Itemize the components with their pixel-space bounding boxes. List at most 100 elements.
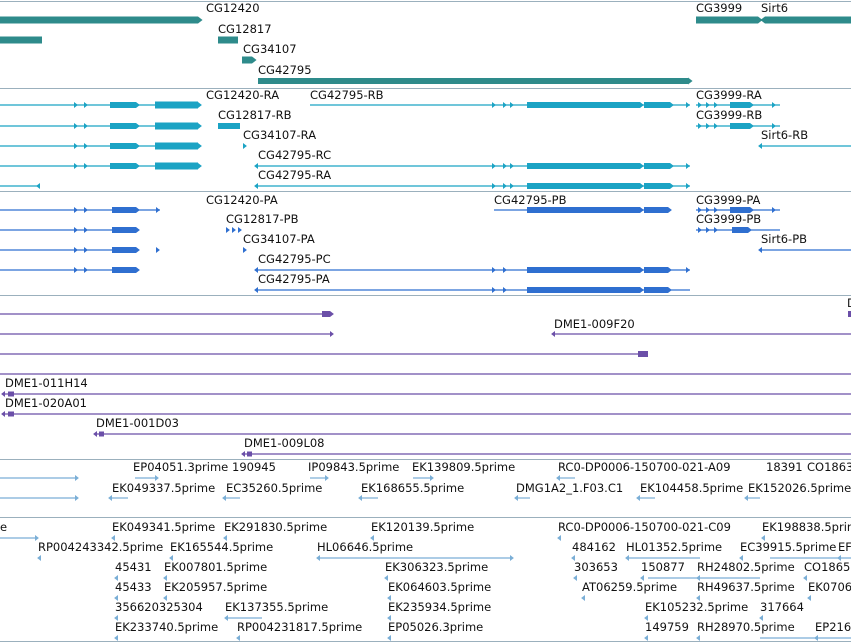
protein-block[interactable] <box>644 287 668 293</box>
gene-feature[interactable] <box>242 56 252 64</box>
est-label[interactable]: EK205957.5prime <box>164 580 267 594</box>
transcript-exon[interactable] <box>110 163 136 169</box>
est-label[interactable]: EK0706 <box>808 580 851 594</box>
gene-feature[interactable] <box>696 16 758 24</box>
est-label[interactable]: 45431 <box>115 560 152 574</box>
transcript-label[interactable]: CG3999-RA <box>696 88 762 102</box>
est-label[interactable]: RH24802.5prime <box>697 560 795 574</box>
transcript-exon[interactable] <box>110 143 136 149</box>
est-label[interactable]: EK152026.5prime <box>748 481 851 495</box>
clone-label[interactable]: DME1-001D03 <box>96 416 179 430</box>
transcript-exon[interactable] <box>110 102 136 108</box>
est-label[interactable]: AT06259.5prime <box>582 580 677 594</box>
gene-feature[interactable] <box>0 16 198 24</box>
transcript-label[interactable]: Sirt6-RB <box>761 128 808 142</box>
protein-block[interactable] <box>527 267 640 273</box>
clone-label[interactable]: DME1-009L08 <box>244 436 325 450</box>
transcript-exon[interactable] <box>644 163 670 169</box>
gene-label[interactable]: CG12420 <box>206 1 260 15</box>
est-label[interactable]: EK165544.5prime <box>170 540 273 554</box>
est-label[interactable]: EK120139.5prime <box>371 520 474 534</box>
transcript-exon[interactable] <box>155 162 198 170</box>
est-label[interactable]: RC0-DP0006-150700-021-A09 <box>558 460 731 474</box>
protein-block[interactable] <box>112 267 136 273</box>
protein-label[interactable]: CG42795-PB <box>494 193 567 207</box>
est-label[interactable]: HL01352.5prime <box>626 540 722 554</box>
feature-block[interactable] <box>732 227 748 233</box>
protein-block[interactable] <box>644 267 668 273</box>
est-label[interactable]: EK235934.5prime <box>388 600 491 614</box>
gene-feature[interactable] <box>218 36 238 44</box>
transcript-label[interactable]: CG12420-RA <box>206 88 279 102</box>
clone-label-partial[interactable]: D <box>847 296 851 310</box>
feature-block[interactable] <box>730 102 750 108</box>
feature-block[interactable] <box>247 451 252 457</box>
protein-label[interactable]: CG3999-PA <box>696 193 761 207</box>
gene-label[interactable]: CG34107 <box>243 42 297 56</box>
est-label[interactable]: 356620325304 <box>115 600 203 614</box>
feature-block[interactable] <box>527 207 640 213</box>
est-label[interactable]: 18391 <box>766 460 803 474</box>
protein-label[interactable]: CG12420-PA <box>206 193 278 207</box>
clone-label[interactable]: DME1-009F20 <box>554 317 635 331</box>
clone-label[interactable]: DME1-011H14 <box>5 376 88 390</box>
est-label[interactable]: RC0-DP0006-150700-021-C09 <box>558 520 731 534</box>
transcript-exon[interactable] <box>155 142 198 150</box>
est-label[interactable]: RH49637.5prime <box>697 580 795 594</box>
est-label[interactable]: IP09843.5prime <box>308 460 399 474</box>
transcript-label[interactable]: CG34107-RA <box>243 128 316 142</box>
protein-block[interactable] <box>112 207 136 213</box>
est-label[interactable]: 190945 <box>232 460 276 474</box>
transcript-exon[interactable] <box>110 123 136 129</box>
protein-block[interactable] <box>527 287 640 293</box>
clone-label[interactable]: DME1-020A01 <box>5 396 87 410</box>
est-label[interactable]: EK104458.5prime <box>640 481 743 495</box>
est-label[interactable]: EP05026.3prime <box>388 620 483 634</box>
est-label[interactable]: e <box>0 520 7 534</box>
feature-block[interactable] <box>848 311 851 317</box>
transcript-exon[interactable] <box>218 123 240 129</box>
feature-block[interactable] <box>644 207 668 213</box>
est-label[interactable]: 303653 <box>574 560 618 574</box>
protein-block[interactable] <box>112 247 136 253</box>
gene-label[interactable]: Sirt6 <box>761 1 788 15</box>
est-label[interactable]: EK168655.5prime <box>361 481 464 495</box>
est-label[interactable]: EK007801.5prime <box>164 560 267 574</box>
est-label[interactable]: EF <box>838 540 851 554</box>
transcript-exon[interactable] <box>155 101 198 109</box>
protein-label[interactable]: CG12817-PB <box>226 212 299 226</box>
protein-block[interactable] <box>112 227 136 233</box>
est-label[interactable]: EK049341.5prime <box>112 520 215 534</box>
est-label[interactable]: EK306323.5prime <box>385 560 488 574</box>
est-label[interactable]: EK137355.5prime <box>225 600 328 614</box>
gene-label[interactable]: CG42795 <box>258 63 312 77</box>
feature-block[interactable] <box>99 431 104 437</box>
transcript-exon[interactable] <box>527 183 640 189</box>
feature-block[interactable] <box>730 123 750 129</box>
gene-feature[interactable] <box>0 36 42 44</box>
feature-block[interactable] <box>527 102 640 108</box>
transcript-label[interactable]: CG42795-RB <box>310 88 384 102</box>
feature-block[interactable] <box>322 311 330 317</box>
est-label[interactable]: 149759 <box>645 620 689 634</box>
est-label[interactable]: EK105232.5prime <box>645 600 748 614</box>
est-label[interactable]: EK291830.5prime <box>224 520 327 534</box>
protein-label[interactable]: Sirt6-PB <box>761 232 807 246</box>
est-label[interactable]: RP004243342.5prime <box>38 540 163 554</box>
transcript-label[interactable]: CG12817-RB <box>218 108 292 122</box>
feature-block[interactable] <box>8 391 14 397</box>
est-label[interactable]: CO1863 <box>807 460 851 474</box>
est-label[interactable]: EK233740.5prime <box>115 620 218 634</box>
feature-block[interactable] <box>644 102 670 108</box>
transcript-exon[interactable] <box>644 183 670 189</box>
gene-feature[interactable] <box>765 16 851 24</box>
est-label[interactable]: CO1865 <box>804 560 850 574</box>
transcript-label[interactable]: CG42795-RC <box>258 148 331 162</box>
est-label[interactable]: RP004231817.5prime <box>237 620 362 634</box>
est-label[interactable]: 150877 <box>641 560 685 574</box>
feature-block[interactable] <box>638 351 648 357</box>
est-label[interactable]: RH28970.5prime <box>697 620 795 634</box>
est-label[interactable]: EK139809.5prime <box>412 460 515 474</box>
gene-label[interactable]: CG12817 <box>218 22 272 36</box>
gene-label[interactable]: CG3999 <box>696 1 742 15</box>
